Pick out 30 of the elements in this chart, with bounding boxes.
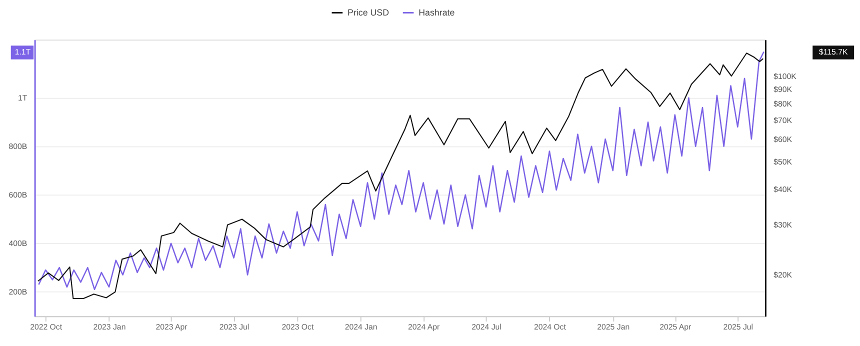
- x-tick-label: 2023 Jan: [93, 322, 126, 332]
- x-tick-label: 2024 Jul: [472, 322, 502, 332]
- y-tick-label: 400B: [8, 238, 28, 248]
- x-tick-label: 2023 Apr: [156, 322, 188, 332]
- y2-tick-label: $80K: [774, 100, 793, 109]
- text: $115.7K: [818, 47, 848, 56]
- y-tick-label: 800B: [8, 142, 28, 151]
- y2-tick-label: $60K: [774, 134, 793, 144]
- x-tick-label: 2022 Oct: [30, 322, 63, 332]
- y2-tick-label: $30K: [774, 220, 793, 230]
- x-tick-label: 2024 Apr: [408, 322, 440, 332]
- y2-tick-label: $70K: [774, 116, 793, 125]
- y-tick-label: 1T: [18, 93, 28, 102]
- y2-tick-label: $100K: [774, 72, 798, 82]
- y2-tick-label: $90K: [774, 85, 793, 94]
- x-tick-label: 2025 Jan: [597, 322, 630, 332]
- x-tick-label: 2023 Oct: [282, 322, 314, 332]
- y-tick-label: 600B: [8, 190, 28, 200]
- x-tick-label: 2025 Jul: [723, 322, 754, 332]
- x-tick-label: 2024 Jan: [344, 322, 378, 332]
- text: 1.1T: [14, 47, 31, 56]
- x-tick-label: 2025 Apr: [660, 322, 692, 332]
- y2-tick-label: $50K: [774, 157, 793, 166]
- x-tick-label: 2024 Oct: [534, 322, 567, 332]
- y2-tick-label: $40K: [774, 184, 793, 194]
- y2-tick-label: $20K: [774, 270, 793, 280]
- legend-label: Hashrate: [418, 8, 455, 18]
- x-tick-label: 2023 Jul: [219, 322, 250, 332]
- legend-label: Price USD: [348, 8, 389, 18]
- y-tick-label: 200B: [8, 287, 28, 296]
